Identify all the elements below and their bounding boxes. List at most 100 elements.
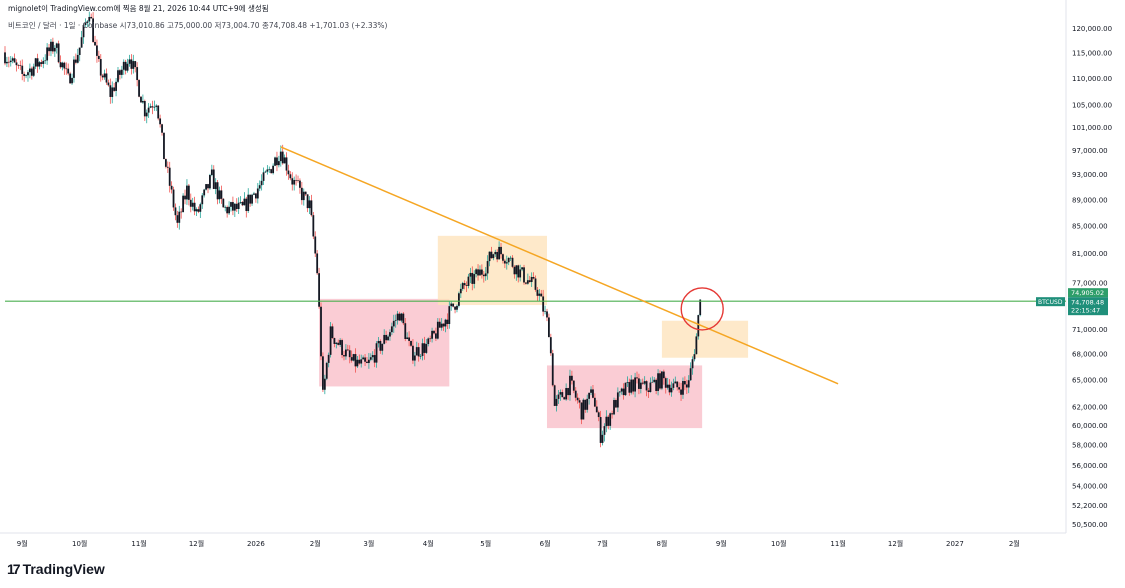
zone-red-2[interactable]	[546, 365, 703, 429]
candle-body	[440, 323, 443, 328]
candle-body	[130, 59, 133, 69]
candle-body	[320, 306, 322, 357]
candle-body	[662, 371, 665, 379]
candle-body	[360, 359, 363, 364]
candle-body	[636, 377, 638, 379]
y-tick-label: 65,000.00	[1072, 376, 1108, 384]
candle-body	[178, 211, 181, 223]
candle-body	[615, 400, 617, 408]
candle-body	[383, 334, 386, 344]
candle-body	[421, 343, 424, 356]
candle-body	[542, 296, 545, 312]
last-price-label: 74,708.48	[1071, 299, 1104, 307]
candle-body	[536, 289, 539, 296]
candle-body	[289, 174, 292, 179]
candle-body	[249, 194, 252, 204]
candle-body	[649, 382, 652, 393]
candle-body	[316, 253, 319, 274]
candle-body	[4, 52, 6, 64]
candle-body	[304, 191, 307, 195]
high-price-badge	[1068, 288, 1108, 298]
highlight-circle[interactable]	[680, 287, 724, 331]
candle-body	[279, 151, 282, 162]
candle-body	[480, 269, 483, 275]
zones-layer	[319, 235, 749, 429]
candle-body	[99, 59, 102, 76]
y-tick-label: 54,000.00	[1072, 483, 1108, 491]
candle-body	[570, 375, 573, 381]
candle-body	[272, 165, 275, 174]
candle-body	[408, 337, 410, 341]
candle-body	[287, 170, 290, 175]
y-tick-label: 81,000.00	[1072, 250, 1108, 258]
candle-body	[308, 200, 311, 209]
candle-body	[182, 195, 185, 213]
candle-body	[672, 383, 675, 388]
candle-body	[639, 382, 642, 389]
candle-body	[346, 349, 349, 351]
candle-body	[241, 202, 244, 206]
candle-body	[218, 190, 221, 200]
candle-body	[193, 202, 196, 212]
candle-body	[595, 406, 598, 413]
candle-body	[343, 355, 345, 357]
candle-body	[413, 355, 416, 361]
y-tick-label: 89,000.00	[1072, 196, 1108, 204]
candle-body	[503, 260, 506, 264]
candle-body	[136, 67, 139, 81]
candle-body	[166, 166, 169, 168]
candle-body	[140, 96, 142, 103]
candle-body	[281, 151, 284, 164]
candle-body	[523, 267, 525, 283]
candle-body	[212, 169, 215, 189]
candle-body	[260, 180, 263, 186]
candle-body	[329, 326, 332, 355]
candle-body	[76, 54, 79, 63]
x-tick-label: 12월	[189, 539, 204, 548]
candle-body	[540, 293, 543, 297]
candle-body	[268, 169, 271, 170]
candle-body	[563, 397, 566, 400]
candle-body	[668, 384, 671, 393]
candle-body	[630, 379, 633, 393]
candle-body	[203, 189, 206, 196]
candle-body	[19, 65, 22, 66]
candle-body	[647, 390, 650, 393]
candle-body	[603, 426, 606, 435]
candle-body	[205, 184, 207, 190]
candle-body	[327, 354, 330, 363]
candle-body	[61, 62, 64, 68]
candle-body	[323, 378, 326, 390]
candle-body	[222, 198, 225, 208]
candle-body	[197, 209, 200, 212]
candle-body	[394, 320, 397, 321]
candle-body	[469, 272, 472, 277]
candle-body	[159, 118, 162, 125]
candle-body	[377, 340, 380, 344]
candle-body	[352, 354, 355, 361]
candle-body	[643, 381, 646, 384]
candle-body	[224, 207, 227, 208]
descending-trendline[interactable]	[280, 146, 839, 385]
candle-body	[674, 381, 677, 384]
candle-body	[101, 75, 104, 78]
candle-body	[28, 68, 31, 73]
candle-body	[546, 311, 548, 318]
tradingview-brand[interactable]: 17 TradingView	[7, 561, 105, 577]
candle-body	[471, 272, 474, 284]
zone-orange-1[interactable]	[437, 235, 547, 306]
candle-body	[356, 359, 359, 367]
candle-body	[243, 198, 246, 206]
candle-body	[657, 373, 659, 391]
candle-body	[350, 357, 353, 361]
candle-body	[147, 107, 150, 113]
candle-body	[253, 193, 255, 195]
candle-body	[641, 382, 644, 384]
candle-body	[689, 368, 692, 381]
candle-body	[80, 37, 83, 48]
candle-body	[638, 378, 640, 389]
ohlc-legend[interactable]: 비트코인 / 달러 · 1일 · Coinbase 시73,010.86 고75…	[8, 21, 388, 30]
candle-body	[341, 340, 343, 356]
tradingview-wordmark: TradingView	[22, 561, 105, 577]
